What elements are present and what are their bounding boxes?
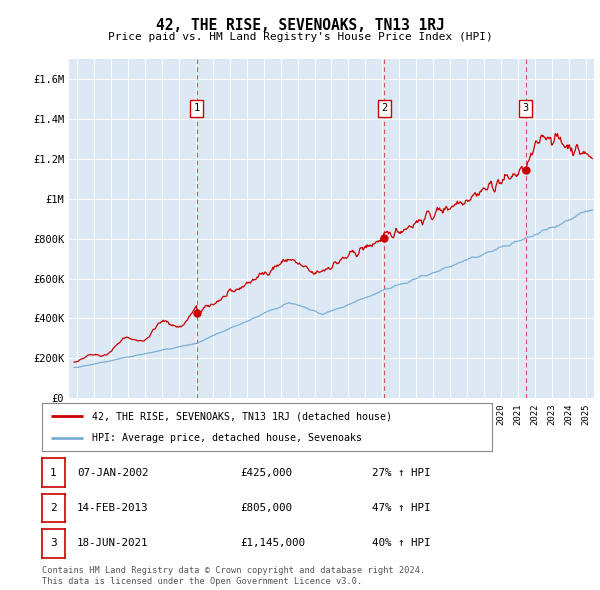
- Text: £425,000: £425,000: [240, 468, 292, 477]
- Text: 1: 1: [194, 103, 200, 113]
- Text: Price paid vs. HM Land Registry's House Price Index (HPI): Price paid vs. HM Land Registry's House …: [107, 32, 493, 42]
- Text: This data is licensed under the Open Government Licence v3.0.: This data is licensed under the Open Gov…: [42, 577, 362, 586]
- Text: 42, THE RISE, SEVENOAKS, TN13 1RJ (detached house): 42, THE RISE, SEVENOAKS, TN13 1RJ (detac…: [92, 411, 392, 421]
- Text: 3: 3: [523, 103, 529, 113]
- Text: 40% ↑ HPI: 40% ↑ HPI: [372, 539, 431, 548]
- Text: £805,000: £805,000: [240, 503, 292, 513]
- Text: 14-FEB-2013: 14-FEB-2013: [77, 503, 148, 513]
- Text: 27% ↑ HPI: 27% ↑ HPI: [372, 468, 431, 477]
- Text: 3: 3: [50, 539, 57, 548]
- Text: 2: 2: [50, 503, 57, 513]
- Text: £1,145,000: £1,145,000: [240, 539, 305, 548]
- Text: 42, THE RISE, SEVENOAKS, TN13 1RJ: 42, THE RISE, SEVENOAKS, TN13 1RJ: [155, 18, 445, 32]
- Text: Contains HM Land Registry data © Crown copyright and database right 2024.: Contains HM Land Registry data © Crown c…: [42, 566, 425, 575]
- Text: HPI: Average price, detached house, Sevenoaks: HPI: Average price, detached house, Seve…: [92, 433, 361, 443]
- Text: 1: 1: [50, 468, 57, 477]
- Text: 2: 2: [381, 103, 388, 113]
- Text: 47% ↑ HPI: 47% ↑ HPI: [372, 503, 431, 513]
- Text: 07-JAN-2002: 07-JAN-2002: [77, 468, 148, 477]
- Text: 18-JUN-2021: 18-JUN-2021: [77, 539, 148, 548]
